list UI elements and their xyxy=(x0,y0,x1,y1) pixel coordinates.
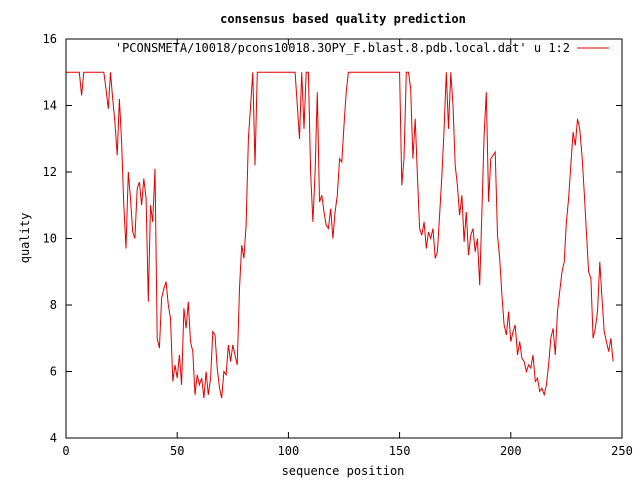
legend: 'PCONSMETA/10018/pcons10018.3OPY_F.blast… xyxy=(115,41,609,55)
y-tick-label: 12 xyxy=(43,165,57,179)
legend-series-label: 'PCONSMETA/10018/pcons10018.3OPY_F.blast… xyxy=(115,41,570,55)
x-tick-label: 200 xyxy=(500,444,522,458)
y-axis-label: quality xyxy=(18,213,32,264)
chart-title: consensus based quality prediction xyxy=(220,12,466,26)
x-tick-label: 100 xyxy=(278,444,300,458)
series-layer xyxy=(66,71,614,399)
y-tick-label: 6 xyxy=(50,365,57,379)
x-tick-label: 50 xyxy=(170,444,184,458)
y-tick-label: 4 xyxy=(50,431,57,445)
y-tick-label: 10 xyxy=(43,232,57,246)
x-tick-label: 150 xyxy=(389,444,411,458)
plot-frame xyxy=(65,38,623,439)
axis-ticks: 0 50 100 150 200 250 4 6 8 10 12 14 16 xyxy=(43,32,633,458)
y-tick-label: 8 xyxy=(50,298,57,312)
y-tick-label: 14 xyxy=(43,99,57,113)
x-axis-label: sequence position xyxy=(282,464,405,478)
x-tick-label: 250 xyxy=(611,444,633,458)
series-line-0 xyxy=(66,71,614,399)
x-tick-label: 0 xyxy=(62,444,69,458)
y-tick-label: 16 xyxy=(43,32,57,46)
